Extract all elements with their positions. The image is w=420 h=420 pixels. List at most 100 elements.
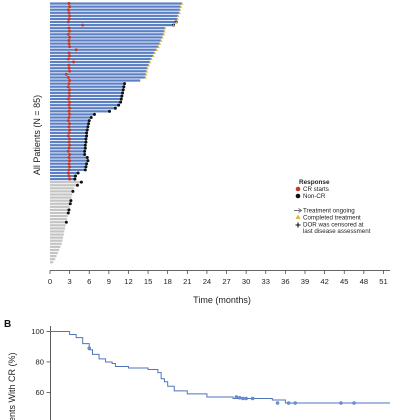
km-censor-marker: [237, 395, 242, 400]
x-tick-label: 6: [87, 277, 91, 286]
cr-start-marker: [66, 85, 70, 89]
censor-marker: [87, 122, 91, 126]
cr-start-marker: [67, 125, 71, 129]
x-tick-label: 45: [340, 277, 348, 286]
censor-marker: [83, 143, 87, 147]
swimmer-bar: [50, 20, 177, 24]
legend-completed-triangle-icon: [295, 214, 301, 219]
swimmer-bar: [50, 97, 122, 101]
swimmer-bar: [50, 208, 69, 211]
cr-start-marker: [66, 134, 70, 138]
cr-start-marker: [68, 122, 72, 126]
censor-marker: [119, 97, 123, 101]
censor-marker: [86, 159, 90, 163]
swimmer-bar: [50, 39, 162, 42]
censor-marker: [83, 149, 87, 153]
y-tick-label: 100: [31, 327, 44, 336]
cr-start-marker: [67, 17, 71, 21]
swimmer-bar: [50, 165, 86, 168]
cr-start-marker: [68, 165, 72, 169]
censor-marker: [117, 103, 121, 107]
km-censor-marker: [87, 346, 92, 351]
cr-start-marker: [72, 60, 76, 64]
cr-start-marker: [67, 116, 71, 119]
swimmer-bar: [50, 171, 79, 175]
swimmer-bar: [50, 187, 75, 190]
censor-marker: [75, 183, 79, 187]
swimmer-bar: [50, 67, 148, 70]
x-tick-label: 39: [301, 277, 309, 286]
swimmer-bar: [50, 76, 146, 79]
swimmer-bar: [50, 202, 71, 205]
swimmer-bar: [50, 101, 121, 104]
censor-marker: [121, 91, 125, 95]
censor-marker: [86, 125, 90, 129]
swimmer-bar: [50, 30, 165, 33]
completed-marker: [163, 30, 166, 33]
legend-noncr-marker: [295, 193, 301, 199]
swimmer-bar: [50, 36, 163, 39]
completed-marker: [178, 11, 181, 14]
km-censor-marker: [234, 395, 239, 399]
cr-start-marker: [66, 57, 70, 61]
cr-start-marker: [67, 109, 71, 113]
km-censor-marks: [87, 346, 356, 405]
completed-marker: [148, 60, 152, 64]
swimmer-bar: [50, 239, 63, 242]
completed-marker: [145, 70, 149, 73]
swimmer-bar: [50, 214, 68, 218]
censor-marker: [67, 208, 71, 212]
cr-start-marker: [66, 97, 70, 101]
swimmer-bar: [50, 174, 76, 178]
censor-marker: [84, 140, 88, 144]
censor-marker: [87, 119, 91, 123]
completed-marker: [161, 36, 164, 39]
swimmer-bar: [50, 221, 67, 224]
censor-marker: [89, 116, 93, 119]
swimmer-bar: [50, 42, 160, 45]
x-tick-label: 48: [360, 277, 368, 286]
censor-marker: [84, 165, 88, 169]
cr-start-marker: [67, 91, 71, 95]
km-censor-marker: [244, 396, 248, 401]
legend-completed-label: Completed treatment: [303, 215, 361, 222]
swimmer-bar: [50, 181, 82, 184]
cr-start-marker: [67, 39, 71, 42]
km-censor-marker: [250, 396, 255, 401]
y-tick-label: 40: [36, 418, 44, 420]
cr-start-marker: [68, 137, 72, 141]
swimmer-bar: [50, 196, 72, 199]
cr-start-marker: [68, 112, 72, 116]
cr-start-marker: [67, 51, 71, 55]
censor-marker: [83, 168, 87, 172]
legend-cr-label: CR starts: [303, 186, 329, 193]
swimmer-bar: [50, 245, 61, 248]
censor-marker: [113, 106, 117, 110]
cr-start-marker: [66, 149, 70, 153]
swimmer-bar: [50, 205, 70, 208]
swimmer-bar: [50, 14, 179, 17]
censor-marker: [66, 211, 70, 215]
completed-marker: [155, 48, 158, 51]
cr-start-marker: [67, 103, 71, 107]
cr-start-marker: [81, 23, 85, 27]
x-tick-label: 0: [48, 277, 52, 286]
km-censor-marker: [275, 401, 280, 405]
cr-start-marker: [74, 48, 78, 52]
swimmer-bar: [50, 60, 151, 64]
swimmer-bar: [50, 94, 122, 98]
legend-censor-label-line2: last disease assessment: [303, 228, 371, 235]
x-tick-label: 42: [320, 277, 328, 286]
completed-marker: [147, 63, 151, 67]
cr-start-marker: [68, 54, 72, 58]
x-tick-label: 27: [222, 277, 230, 286]
cr-start-marker: [68, 88, 72, 92]
cr-start-marker: [64, 72, 68, 76]
censor-marker: [85, 162, 89, 166]
censor-marker: [84, 137, 88, 141]
legend-censor-cross-icon: [295, 222, 301, 228]
completed-marker: [159, 39, 163, 42]
swimmer-bar: [50, 104, 119, 107]
cr-start-marker: [67, 66, 71, 70]
